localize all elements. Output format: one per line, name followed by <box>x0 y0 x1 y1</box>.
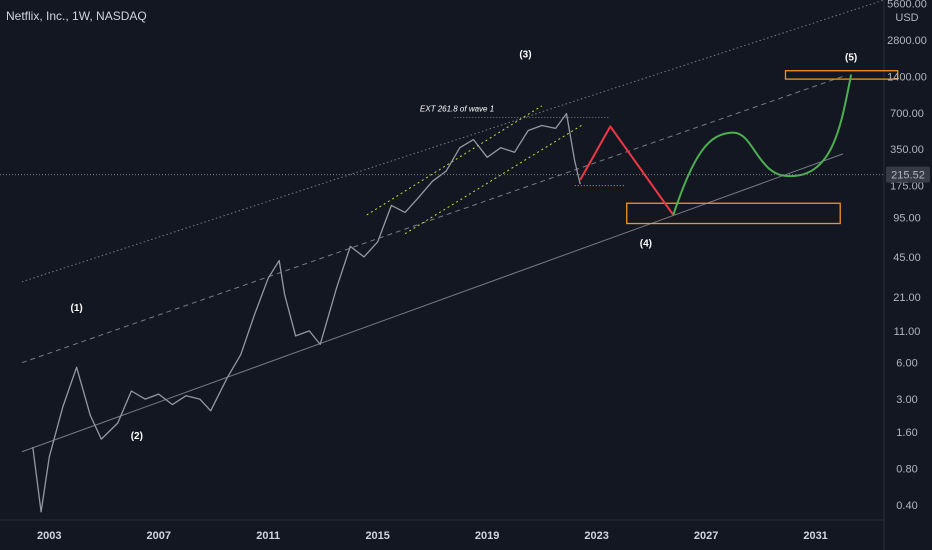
price-series <box>32 112 581 513</box>
time-tick-label: 2003 <box>37 530 61 542</box>
price-tick-label: 1400.00 <box>887 71 927 83</box>
price-tick-label: 6.00 <box>896 358 917 370</box>
wave-labels: (1) (2) (3) (4) (5) EXT 261.8 of wave 1 <box>71 50 858 442</box>
time-tick-label: 2011 <box>256 530 280 542</box>
price-tick-label: 95.00 <box>893 213 921 225</box>
price-tick-label: 5600.00 <box>887 0 927 11</box>
price-tick-label: 21.00 <box>893 292 921 304</box>
fib-channel-upper <box>366 105 543 216</box>
channel-line-dotted <box>21 0 885 283</box>
fib-guides <box>366 105 624 235</box>
wave-label: (4) <box>640 238 652 249</box>
projection-path <box>579 74 853 216</box>
wave-label: (3) <box>519 50 531 61</box>
price-tick-label: 45.00 <box>893 252 921 264</box>
price-tick-label: 1.60 <box>896 427 917 439</box>
price-tick-label: 700.00 <box>890 108 924 120</box>
price-tick-label: 11.00 <box>894 326 921 338</box>
last-price-marker: 215.52 <box>0 166 930 183</box>
time-tick-label: 2015 <box>365 530 389 542</box>
time-axis[interactable]: 2003 2007 2011 2015 2019 2023 2027 2031 <box>37 530 828 542</box>
price-line <box>32 112 581 513</box>
target-zone-2 <box>784 70 899 80</box>
price-tick-label: 2800.00 <box>887 35 927 47</box>
last-price-box <box>886 166 930 183</box>
price-tick-label: 0.80 <box>896 463 917 475</box>
price-tick-label: 350.00 <box>890 144 924 156</box>
fib-channel-lower <box>404 124 584 235</box>
price-tick-label: 3.00 <box>896 394 917 406</box>
time-tick-label: 2007 <box>146 530 170 542</box>
last-price-label: 215.52 <box>891 170 925 182</box>
target-zone-1 <box>626 202 841 225</box>
wave-label: (5) <box>845 52 857 63</box>
price-axis[interactable]: 0.40 0.80 1.60 3.00 6.00 11.00 21.00 45.00 95.00… <box>887 0 927 512</box>
ext-annotation: EXT 261.8 of wave 1 <box>420 104 494 113</box>
target-zones <box>626 70 899 225</box>
channel-line-solid <box>21 153 844 453</box>
price-axis-unit: USD <box>895 12 918 24</box>
time-tick-label: 2031 <box>803 530 827 542</box>
channel-lines <box>21 0 885 453</box>
projection-wave-5 <box>672 74 853 216</box>
chart-title: Netflix, Inc., 1W, NASDAQ <box>6 9 147 23</box>
channel-line-dashed <box>21 75 844 364</box>
projection-wave-4 <box>579 125 675 216</box>
wave-label: (2) <box>131 431 143 442</box>
price-tick-label: 175.00 <box>890 181 924 193</box>
price-tick-label: 0.40 <box>896 500 917 512</box>
time-tick-label: 2023 <box>584 530 608 542</box>
time-tick-label: 2027 <box>694 530 718 542</box>
time-tick-label: 2019 <box>475 530 499 542</box>
wave-label: (1) <box>71 303 83 314</box>
